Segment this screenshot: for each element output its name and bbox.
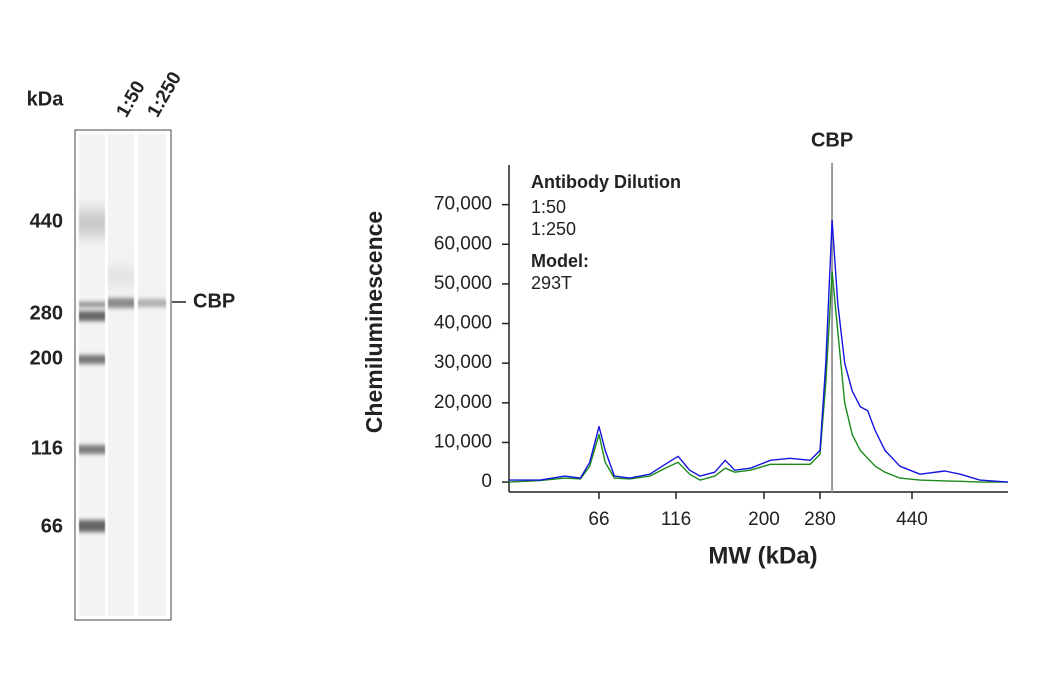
y-tick-label: 60,000	[434, 233, 492, 254]
y-tick-label: 70,000	[434, 194, 492, 215]
x-tick-label: 440	[896, 509, 928, 530]
band	[79, 355, 105, 364]
x-tick-label: 116	[661, 509, 691, 530]
gel: kDa 1:50 1:250 440 280 200 116 66 CBP	[27, 68, 235, 621]
lane-label: 1:250	[143, 68, 185, 121]
band-label: CBP	[193, 290, 235, 312]
legend-title: Antibody Dilution	[531, 172, 681, 192]
band	[79, 520, 105, 532]
lane	[138, 134, 166, 616]
x-tick-label: 280	[804, 509, 836, 530]
marker-label: 280	[30, 302, 63, 324]
y-tick-label: 40,000	[434, 313, 492, 334]
band	[108, 268, 134, 286]
band	[79, 210, 105, 236]
band	[79, 445, 105, 454]
lane-label: 1:50	[112, 78, 149, 121]
annotation-label: CBP	[811, 129, 853, 151]
marker-label: 440	[30, 210, 63, 232]
y-axis-label: Chemiluminescence	[361, 211, 387, 433]
series-line	[508, 271, 1008, 483]
model: 293T	[531, 273, 572, 293]
legend-entry: 1:50	[531, 197, 566, 217]
band	[108, 298, 134, 308]
y-tick-label: 20,000	[434, 392, 492, 413]
x-tick-label: 200	[748, 509, 780, 530]
y-tick-label: 10,000	[434, 431, 492, 452]
y-tick-label: 0	[481, 471, 492, 492]
marker-label: 200	[30, 347, 63, 369]
band	[79, 311, 105, 321]
y-tick-label: 50,000	[434, 273, 492, 294]
model-label: Model:	[531, 251, 589, 271]
y-tick-label: 30,000	[434, 352, 492, 373]
series-line	[509, 219, 1009, 483]
band	[79, 302, 105, 307]
marker-label: 66	[41, 515, 63, 537]
lane	[108, 134, 134, 616]
legend-entry: 1:250	[531, 219, 576, 239]
marker-label: 116	[31, 437, 63, 459]
x-tick-label: 66	[588, 509, 609, 530]
x-axis-label: MW (kDa)	[708, 542, 817, 569]
lane	[79, 134, 105, 616]
gel-units: kDa	[27, 88, 65, 110]
band	[138, 299, 166, 307]
